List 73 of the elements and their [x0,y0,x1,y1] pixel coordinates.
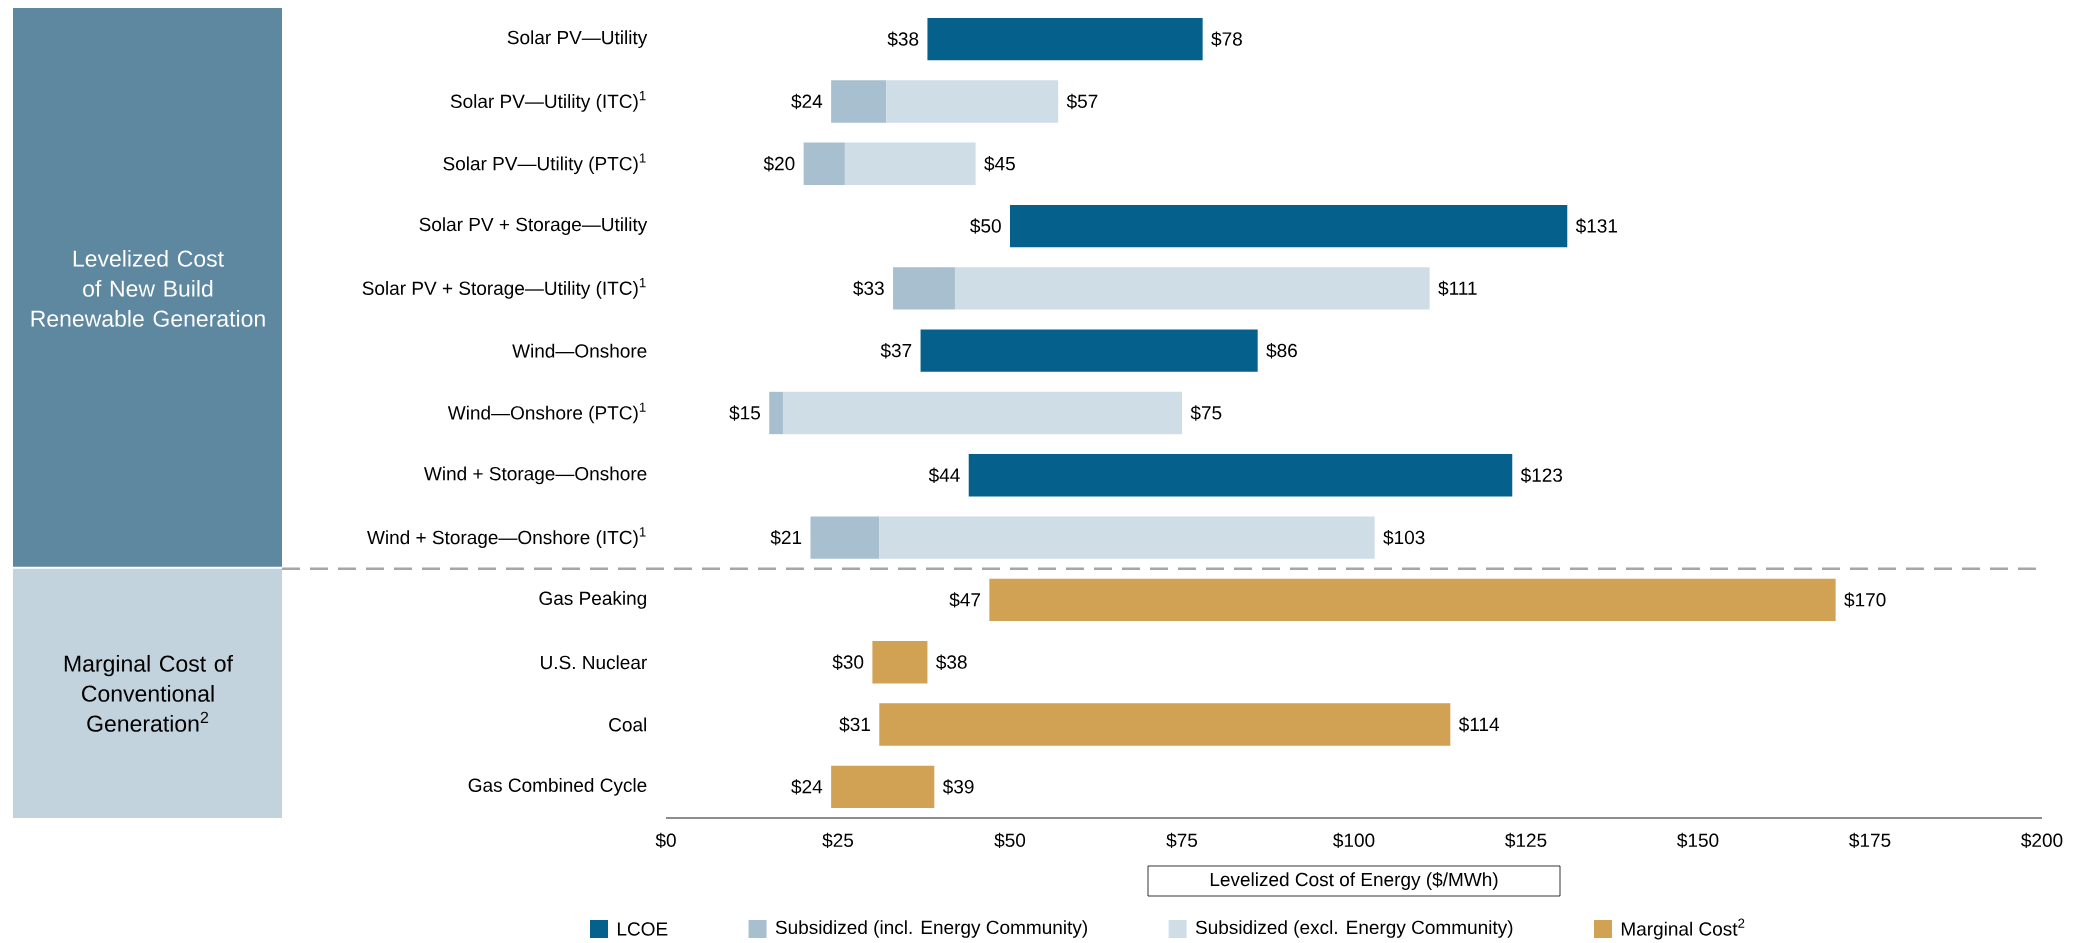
y-tick-label: Wind—Onshore [512,343,647,358]
annotation: $111 [1438,280,1477,297]
y-tick-label: Solar PV—Utility (PTC)$^{1}$ [443,153,646,175]
legend-label: Marginal Cost$^{2}$ [1621,918,1745,940]
bar [844,142,976,185]
y-tick-label: Solar PV + Storage—Utility (ITC)$^{1}$ [362,278,646,299]
x-axis-title: Levelized Cost of Energy ($/MWh) [1210,871,1498,891]
y-tick-label: Solar PV + Storage—Utility [419,217,648,235]
bar [893,267,955,310]
annotation: $103 [1383,529,1425,546]
annotation: $86 [1266,342,1297,359]
bar [886,80,1059,123]
x-tick-label: $25 [822,832,854,849]
bar [769,391,783,435]
bar [879,516,1375,559]
annotation: $44 [928,467,960,483]
bar [879,703,1451,746]
legend-label: Subsidized (excl. Energy Community) [1195,920,1513,938]
y-tick-label: Gas Peaking [539,591,647,609]
annotation: $131 [1575,218,1618,234]
x-tick-label: $175 [1849,832,1891,849]
annotation: $75 [1190,405,1222,421]
annotation: $114 [1458,716,1500,733]
bar [782,391,1182,435]
x-tick-label: $100 [1333,832,1375,849]
annotation: $21 [770,529,802,546]
annotation: $30 [832,654,864,670]
annotation: $24 [791,93,823,110]
annotation: $38 [936,654,967,670]
annotation: $123 [1520,467,1563,483]
annotation: $47 [949,592,981,608]
bar [831,80,887,123]
y-tick-label: U.S. Nuclear [541,655,647,670]
x-tick-label: $150 [1677,832,1719,849]
bar [968,454,1513,497]
annotation: $38 [887,31,919,47]
annotation: $78 [1211,31,1242,47]
bar [810,516,880,559]
bar [831,765,935,809]
annotation: $45 [984,156,1015,172]
y-tick-label: Wind + Storage—Onshore (ITC)$^{1}$ [367,527,646,548]
legend-label: Subsidized (incl. Energy Community) [775,920,1087,938]
y-tick-label: Solar PV—Utility (ITC)$^{1}$ [450,91,646,112]
x-tick-label: $200 [2021,832,2063,849]
x-tick-label: $50 [994,832,1026,849]
annotation: $20 [763,156,795,172]
bar [920,329,1258,372]
y-tick-label: Coal [609,717,646,732]
legend-label: LCOE [617,922,668,936]
annotation: $57 [1066,93,1098,110]
x-tick-label: $125 [1505,832,1547,849]
annotation: $170 [1844,592,1886,608]
annotation: $39 [942,779,974,795]
text: Marginal Cost of Conventional Generation$^{2}$ [64,654,233,732]
bar [954,267,1430,310]
bar [989,578,1836,622]
bar [927,17,1203,61]
annotation: $15 [729,405,761,421]
annotation: $31 [839,716,870,733]
annotation: $37 [880,342,912,359]
annotation: $33 [853,280,884,297]
bar [872,641,928,684]
y-tick-label: Solar PV—Utility [507,30,648,49]
annotation: $50 [970,218,1001,234]
bar [803,142,845,185]
y-tick-label: Wind + Storage—Onshore [424,466,647,485]
y-tick-label: Wind—Onshore (PTC)$^{1}$ [447,402,646,424]
bar [1010,204,1568,248]
x-tick-label: $75 [1166,832,1198,849]
text: Levelized Cost of New Build Renewable Generation [31,249,265,327]
x-tick-label: $0 [655,832,676,849]
y-tick-label: Gas Combined Cycle [468,777,647,796]
annotation: $24 [791,779,823,795]
